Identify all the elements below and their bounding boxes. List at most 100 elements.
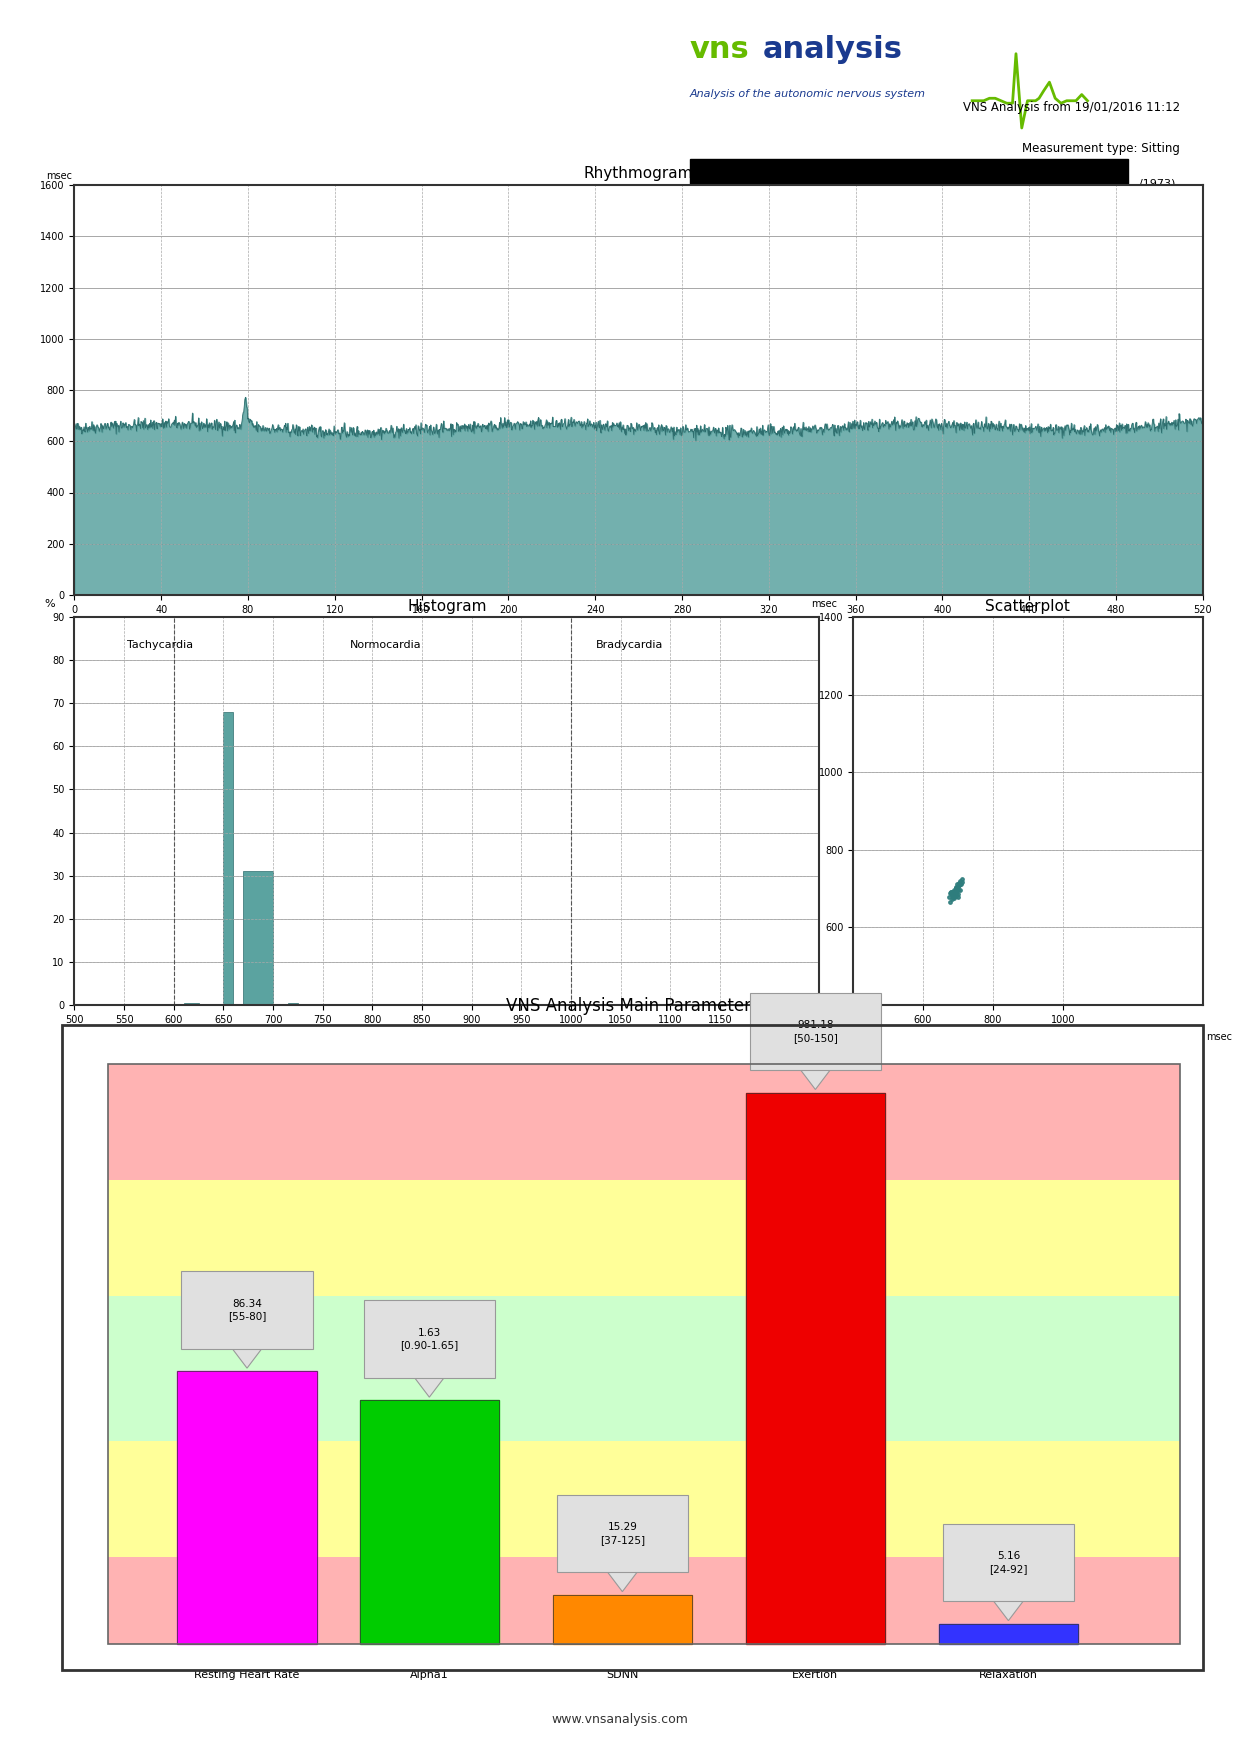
- Bar: [108, 1063, 1180, 1180]
- Title: Scatterplot: Scatterplot: [986, 600, 1070, 614]
- Point: [947, 870, 967, 898]
- Bar: [108, 1442, 1180, 1558]
- Bar: [745, 1093, 885, 1643]
- Point: [942, 881, 962, 909]
- Point: [946, 873, 966, 902]
- Point: [945, 882, 965, 910]
- Point: [946, 877, 966, 905]
- Point: [947, 877, 967, 905]
- FancyBboxPatch shape: [750, 993, 880, 1070]
- Point: [944, 881, 963, 909]
- Polygon shape: [412, 1375, 446, 1398]
- FancyBboxPatch shape: [363, 1300, 495, 1379]
- Point: [947, 873, 967, 902]
- Text: 1.63
[0.90-1.65]: 1.63 [0.90-1.65]: [401, 1328, 459, 1351]
- Point: [946, 873, 966, 902]
- Text: VNS Analysis Main Parameters: VNS Analysis Main Parameters: [506, 998, 759, 1016]
- Point: [946, 875, 966, 903]
- Bar: [288, 1003, 298, 1005]
- Point: [949, 872, 968, 900]
- Point: [947, 882, 967, 910]
- Point: [946, 877, 966, 905]
- Text: msec: msec: [823, 1031, 849, 1042]
- Polygon shape: [605, 1570, 640, 1591]
- Point: [946, 882, 966, 910]
- Point: [944, 877, 963, 905]
- Bar: [108, 1296, 1180, 1442]
- Text: Bradycardia: Bradycardia: [595, 640, 663, 651]
- FancyBboxPatch shape: [181, 1272, 312, 1349]
- Text: Exertion: Exertion: [792, 1670, 838, 1680]
- Point: [940, 888, 960, 916]
- Bar: [184, 1003, 198, 1005]
- Text: Tachycardia: Tachycardia: [126, 640, 192, 651]
- Bar: [108, 1063, 1180, 1643]
- Text: SDNN: SDNN: [606, 1670, 639, 1680]
- Polygon shape: [799, 1066, 832, 1089]
- Point: [942, 881, 962, 909]
- Point: [946, 873, 966, 902]
- Bar: [243, 872, 273, 1005]
- Bar: [939, 1624, 1078, 1643]
- Title: Histogram: Histogram: [407, 600, 486, 614]
- Point: [951, 870, 971, 898]
- Text: Analysis of the autonomic nervous system: Analysis of the autonomic nervous system: [689, 89, 925, 100]
- Text: 5.16
[24-92]: 5.16 [24-92]: [990, 1551, 1028, 1573]
- Point: [946, 875, 966, 903]
- Point: [949, 875, 968, 903]
- Point: [945, 881, 965, 909]
- Point: [946, 875, 966, 903]
- Text: VNS Analysis from 19/01/2016 11:12: VNS Analysis from 19/01/2016 11:12: [962, 100, 1179, 114]
- Point: [947, 881, 967, 909]
- Text: Measurement type: Sitting: Measurement type: Sitting: [1022, 142, 1179, 154]
- Bar: [223, 712, 233, 1005]
- Text: Normocardia: Normocardia: [350, 640, 422, 651]
- Text: 15.29
[37-125]: 15.29 [37-125]: [600, 1522, 645, 1545]
- Bar: [745, 1093, 885, 1643]
- Point: [946, 875, 966, 903]
- Point: [944, 884, 963, 912]
- Polygon shape: [229, 1345, 264, 1368]
- Text: msec: msec: [1207, 1031, 1233, 1042]
- Text: Resting Heart Rate: Resting Heart Rate: [195, 1670, 300, 1680]
- Text: %: %: [45, 600, 56, 609]
- Point: [941, 877, 961, 905]
- Point: [949, 868, 968, 896]
- Point: [941, 879, 961, 907]
- Point: [950, 866, 970, 895]
- FancyBboxPatch shape: [942, 1524, 1074, 1601]
- Point: [947, 873, 967, 902]
- Point: [951, 870, 971, 898]
- Bar: [177, 1372, 316, 1643]
- Bar: [939, 1624, 1078, 1643]
- Text: Alpha1: Alpha1: [410, 1670, 449, 1680]
- Bar: [553, 1594, 692, 1643]
- Point: [949, 870, 968, 898]
- Text: 981.18
[50-150]: 981.18 [50-150]: [792, 1021, 838, 1042]
- Point: [944, 881, 963, 909]
- Text: 86.34
[55-80]: 86.34 [55-80]: [228, 1300, 267, 1321]
- Title: Rhythmogram: Rhythmogram: [584, 167, 693, 181]
- Point: [942, 882, 962, 910]
- Point: [946, 873, 966, 902]
- Point: [945, 879, 965, 907]
- Point: [942, 886, 962, 914]
- Text: vns: vns: [689, 35, 749, 63]
- Text: msec: msec: [811, 600, 837, 609]
- Bar: [108, 1558, 1180, 1643]
- Point: [946, 879, 966, 907]
- Bar: [360, 1400, 498, 1643]
- Polygon shape: [991, 1598, 1025, 1621]
- Point: [940, 882, 960, 910]
- Bar: [689, 158, 1128, 200]
- Text: www.vnsanalysis.com: www.vnsanalysis.com: [552, 1714, 688, 1726]
- Point: [945, 877, 965, 905]
- Point: [947, 872, 967, 900]
- Point: [941, 877, 961, 905]
- Bar: [360, 1400, 498, 1643]
- Point: [944, 881, 963, 909]
- Text: msec: msec: [46, 170, 72, 181]
- Text: analysis: analysis: [763, 35, 903, 63]
- Bar: [553, 1594, 692, 1643]
- FancyBboxPatch shape: [557, 1494, 688, 1572]
